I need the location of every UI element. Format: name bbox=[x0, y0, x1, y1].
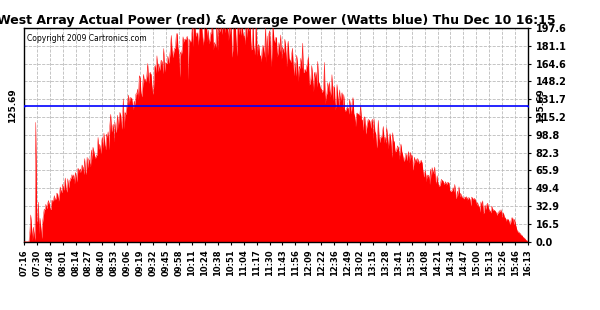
Text: Copyright 2009 Cartronics.com: Copyright 2009 Cartronics.com bbox=[26, 34, 146, 43]
Text: 125.69: 125.69 bbox=[8, 88, 17, 123]
Text: 125.69: 125.69 bbox=[536, 88, 545, 123]
Title: West Array Actual Power (red) & Average Power (Watts blue) Thu Dec 10 16:15: West Array Actual Power (red) & Average … bbox=[0, 14, 556, 27]
